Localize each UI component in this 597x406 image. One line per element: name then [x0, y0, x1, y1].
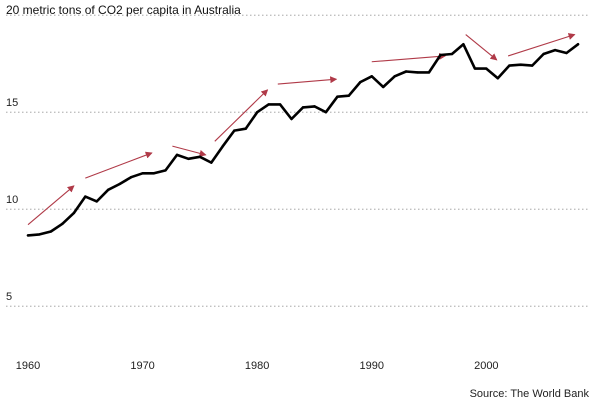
- data-point-2003: [519, 63, 522, 66]
- data-point-1991: [382, 85, 385, 89]
- x-tick-label-1960: 1960: [16, 360, 40, 372]
- grid-lines: [6, 14, 588, 307]
- data-point-1960: [26, 234, 30, 237]
- data-point-2008: [576, 43, 580, 46]
- data-point-1993: [404, 70, 408, 73]
- trend-arrow-1: [27, 185, 75, 226]
- data-point-2005: [542, 52, 545, 56]
- series-line-0: [26, 42, 580, 237]
- data-point-1961: [38, 233, 41, 236]
- data-point-1971: [152, 172, 156, 175]
- data-point-2004: [530, 64, 534, 67]
- y-tick-label-5: 5: [6, 291, 12, 303]
- data-point-1978: [233, 129, 236, 132]
- x-tick-label-1970: 1970: [130, 360, 154, 372]
- data-point-1964: [72, 211, 76, 215]
- data-point-1997: [450, 52, 454, 56]
- data-point-1968: [118, 182, 121, 186]
- y-tick-label-15: 15: [6, 97, 18, 109]
- data-point-1974: [187, 157, 190, 160]
- data-point-2002: [508, 64, 511, 67]
- data-point-1981: [267, 103, 270, 106]
- data-point-2007: [565, 51, 568, 55]
- data-point-1972: [164, 169, 167, 172]
- source-note: Source: The World Bank: [470, 388, 590, 400]
- data-point-1995: [427, 71, 431, 74]
- chart-title: 20 metric tons of CO2 per capita in Aust…: [6, 3, 241, 17]
- data-point-1988: [347, 94, 351, 97]
- data-point-2006: [553, 48, 557, 52]
- x-axis-ticks: 1960 1970 1980 1990 2000: [16, 360, 499, 372]
- data-point-1977: [221, 144, 224, 148]
- data-point-2001: [496, 77, 499, 80]
- trend-arrow-7: [465, 34, 498, 61]
- data-point-1976: [210, 161, 213, 164]
- y-axis-ticks: 5 10 15: [6, 97, 18, 303]
- data-point-1969: [129, 175, 133, 179]
- x-tick-label-1980: 1980: [245, 360, 269, 372]
- data-point-1979: [244, 127, 247, 130]
- data-point-1980: [255, 111, 259, 114]
- data-point-1975: [198, 155, 202, 159]
- series-lines: [26, 42, 580, 237]
- data-point-1992: [393, 75, 396, 78]
- data-point-1987: [336, 95, 339, 98]
- data-point-1984: [301, 106, 305, 109]
- trend-arrow-2: [85, 151, 153, 179]
- trend-arrow-5: [277, 76, 338, 85]
- data-point-1994: [416, 71, 419, 74]
- trend-arrow-8: [507, 33, 576, 57]
- trend-arrow-6: [371, 52, 447, 63]
- data-point-1967: [107, 188, 110, 191]
- data-point-1996: [439, 53, 442, 57]
- x-tick-label-2000: 2000: [474, 360, 498, 372]
- data-point-1990: [370, 75, 373, 78]
- trend-arrow-3: [172, 145, 207, 157]
- data-point-1970: [141, 172, 144, 175]
- data-point-1985: [313, 105, 316, 108]
- data-point-1986: [324, 111, 328, 114]
- data-point-1963: [61, 222, 64, 225]
- trend-arrow-4: [214, 89, 269, 142]
- data-point-1982: [278, 103, 282, 106]
- data-point-1989: [359, 80, 362, 84]
- data-point-1999: [473, 67, 477, 70]
- x-tick-label-1990: 1990: [360, 360, 384, 372]
- data-point-1998: [462, 43, 465, 46]
- data-point-1962: [49, 230, 53, 233]
- data-point-1973: [175, 153, 179, 157]
- data-point-1983: [290, 117, 293, 121]
- data-point-1965: [84, 195, 87, 198]
- trend-arrows: [27, 33, 576, 226]
- data-point-1966: [95, 200, 98, 203]
- y-tick-label-10: 10: [6, 194, 18, 206]
- data-point-2000: [485, 67, 488, 70]
